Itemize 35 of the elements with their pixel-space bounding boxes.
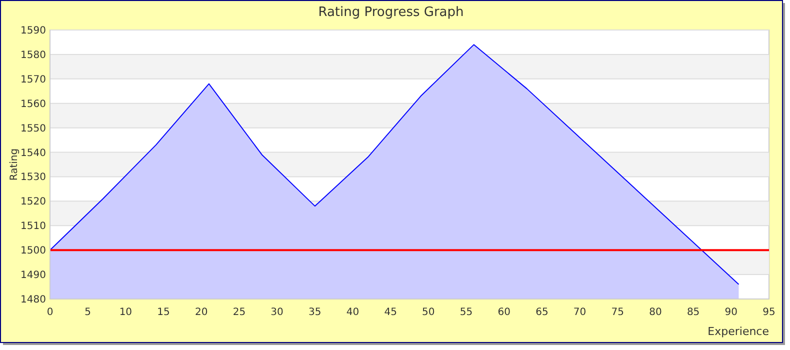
x-tick-label: 55 [460, 307, 473, 318]
y-tick-label: 1520 [20, 196, 46, 208]
x-axis-title: Experience [708, 325, 770, 338]
x-tick-label: 70 [573, 307, 586, 318]
x-tick-label: 65 [536, 307, 548, 318]
x-tick-label: 5 [84, 307, 92, 318]
y-tick-label: 1550 [20, 123, 46, 134]
y-tick-label: 1500 [20, 246, 46, 257]
x-tick-label: 95 [762, 307, 776, 318]
x-tick-label: 60 [498, 307, 510, 318]
y-tick-label: 1560 [20, 98, 46, 110]
x-tick-label: 15 [157, 307, 170, 318]
chart-title: Rating Progress Graph [318, 5, 464, 20]
y-tick-label: 1580 [20, 50, 46, 61]
x-tick-label: 85 [686, 307, 700, 318]
x-tick-label: 10 [119, 307, 132, 318]
x-tick-label: 35 [308, 307, 322, 318]
y-tick-label: 1510 [20, 221, 46, 232]
y-tick-label: 1540 [20, 148, 46, 159]
x-tick-label: 30 [270, 307, 284, 318]
x-tick-label: 25 [232, 307, 246, 318]
x-tick-label: 75 [611, 307, 624, 318]
y-tick-label: 1590 [20, 26, 46, 36]
x-tick-label: 90 [724, 307, 738, 318]
y-tick-label: 1480 [20, 294, 46, 306]
y-tick-label: 1570 [20, 74, 46, 86]
x-tick-label: 0 [46, 307, 54, 318]
x-tick-label: 20 [195, 307, 208, 318]
x-tick-label: 80 [649, 307, 662, 318]
y-tick-label: 1490 [20, 270, 46, 282]
y-tick-label: 1530 [20, 172, 46, 184]
x-tick-label: 40 [346, 307, 360, 318]
x-tick-label: 50 [422, 307, 435, 318]
x-tick-label: 45 [384, 307, 397, 318]
y-axis-title: Rating [9, 148, 20, 181]
